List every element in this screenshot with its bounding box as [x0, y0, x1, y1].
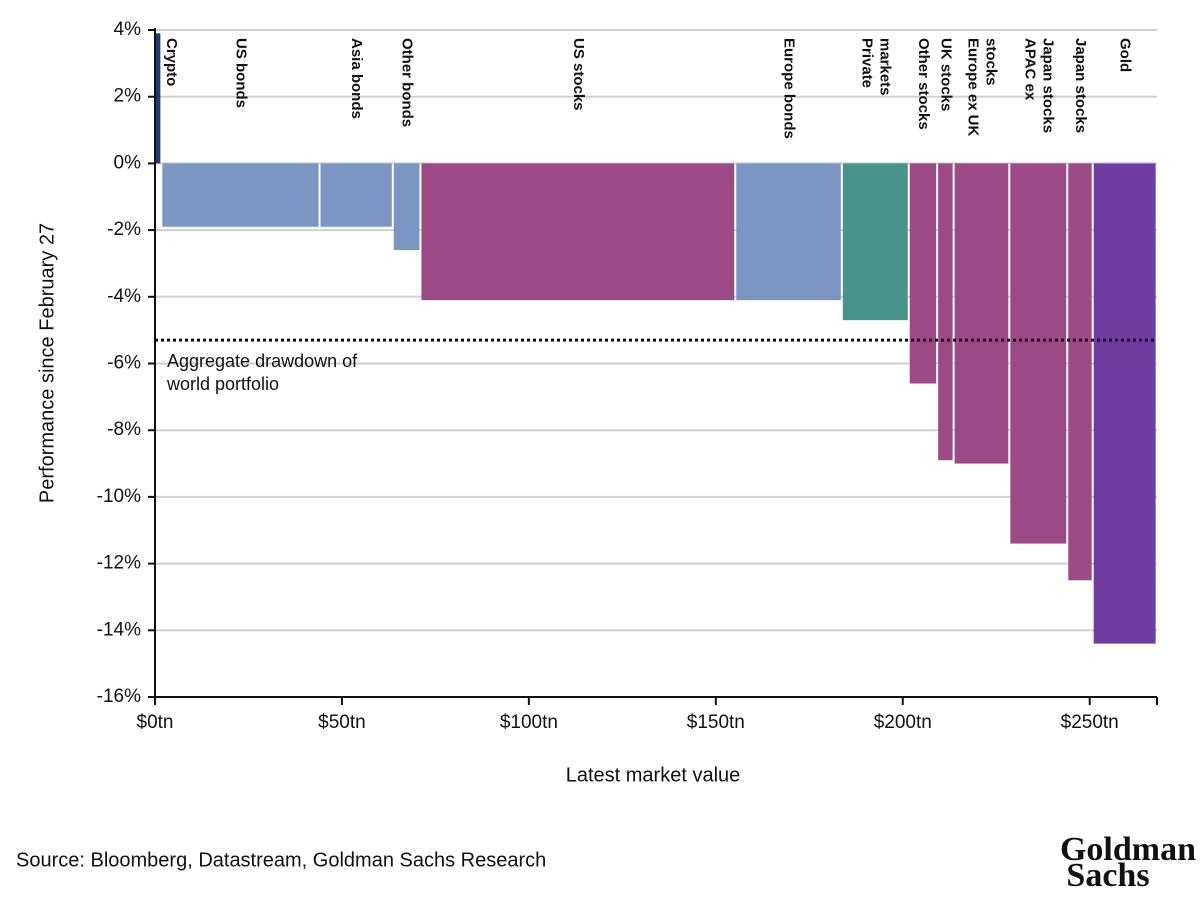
- category-label: US bonds: [232, 38, 249, 108]
- y-tick-label: 4%: [114, 19, 142, 40]
- x-axis-label: Latest market value: [566, 764, 741, 786]
- category-label: Private: [858, 38, 875, 88]
- bar: [1010, 163, 1067, 544]
- y-tick-label: -2%: [107, 219, 141, 240]
- category-label: Europe ex UK: [964, 38, 981, 137]
- bar: [162, 163, 319, 227]
- x-tick-label: $0tn: [137, 712, 174, 733]
- category-label: Japan stocks: [1039, 38, 1056, 133]
- logo: Goldman: [1060, 831, 1196, 868]
- reference-label: Aggregate drawdown of: [167, 351, 358, 371]
- bar: [909, 163, 937, 384]
- bar: [954, 163, 1009, 464]
- x-tick-label: $100tn: [500, 712, 558, 733]
- axes: -16% -14% -12% -10% -8% -6% -4% -2% 0% 2% 4% $0tn $5…: [97, 19, 1158, 733]
- source-note: Source: Bloomberg, Datastream, Goldman S…: [16, 849, 546, 871]
- category-label: Japan stocks: [1072, 38, 1089, 133]
- y-axis-label: Performance since February 27: [36, 223, 58, 503]
- category-label: Asia bonds: [348, 38, 365, 119]
- category-label: Other bonds: [399, 38, 416, 127]
- x-tick-label: $200tn: [874, 712, 932, 733]
- logo: Sachs: [1066, 857, 1149, 894]
- category-label: markets: [876, 38, 893, 96]
- bar: [842, 163, 908, 321]
- y-tick-label: -16%: [97, 686, 141, 707]
- x-tick-label: $250tn: [1061, 712, 1119, 733]
- bar: [736, 163, 841, 301]
- y-tick-label: -4%: [107, 286, 141, 307]
- bar: [1068, 163, 1092, 581]
- category-label: APAC ex: [1021, 38, 1038, 101]
- y-tick-label: 2%: [114, 86, 142, 107]
- category-label: stocks: [982, 38, 999, 86]
- bar: [156, 33, 161, 164]
- y-tick-label: -14%: [97, 619, 141, 640]
- category-label: Crypto: [163, 38, 180, 86]
- bar: [393, 163, 420, 251]
- y-tick-label: -6%: [107, 353, 141, 374]
- category-label: Other stocks: [915, 38, 932, 130]
- bar: [320, 163, 392, 227]
- bar: [938, 163, 953, 461]
- y-tick-label: -10%: [97, 486, 141, 507]
- y-tick-label: -12%: [97, 553, 141, 574]
- reference-label: world portfolio: [166, 374, 279, 394]
- y-tick-label: 0%: [114, 152, 142, 173]
- category-label: US stocks: [570, 38, 587, 111]
- category-label: Europe bonds: [781, 38, 798, 139]
- x-tick-label: $50tn: [318, 712, 366, 733]
- bar: [421, 163, 735, 301]
- bar: [1093, 163, 1156, 644]
- y-tick-label: -8%: [107, 419, 141, 440]
- category-label: UK stocks: [937, 38, 954, 111]
- category-label: Gold: [1117, 38, 1134, 72]
- x-tick-label: $150tn: [687, 712, 745, 733]
- bars: Crypto US bonds Asia bonds Other bonds US st…: [155, 33, 1157, 644]
